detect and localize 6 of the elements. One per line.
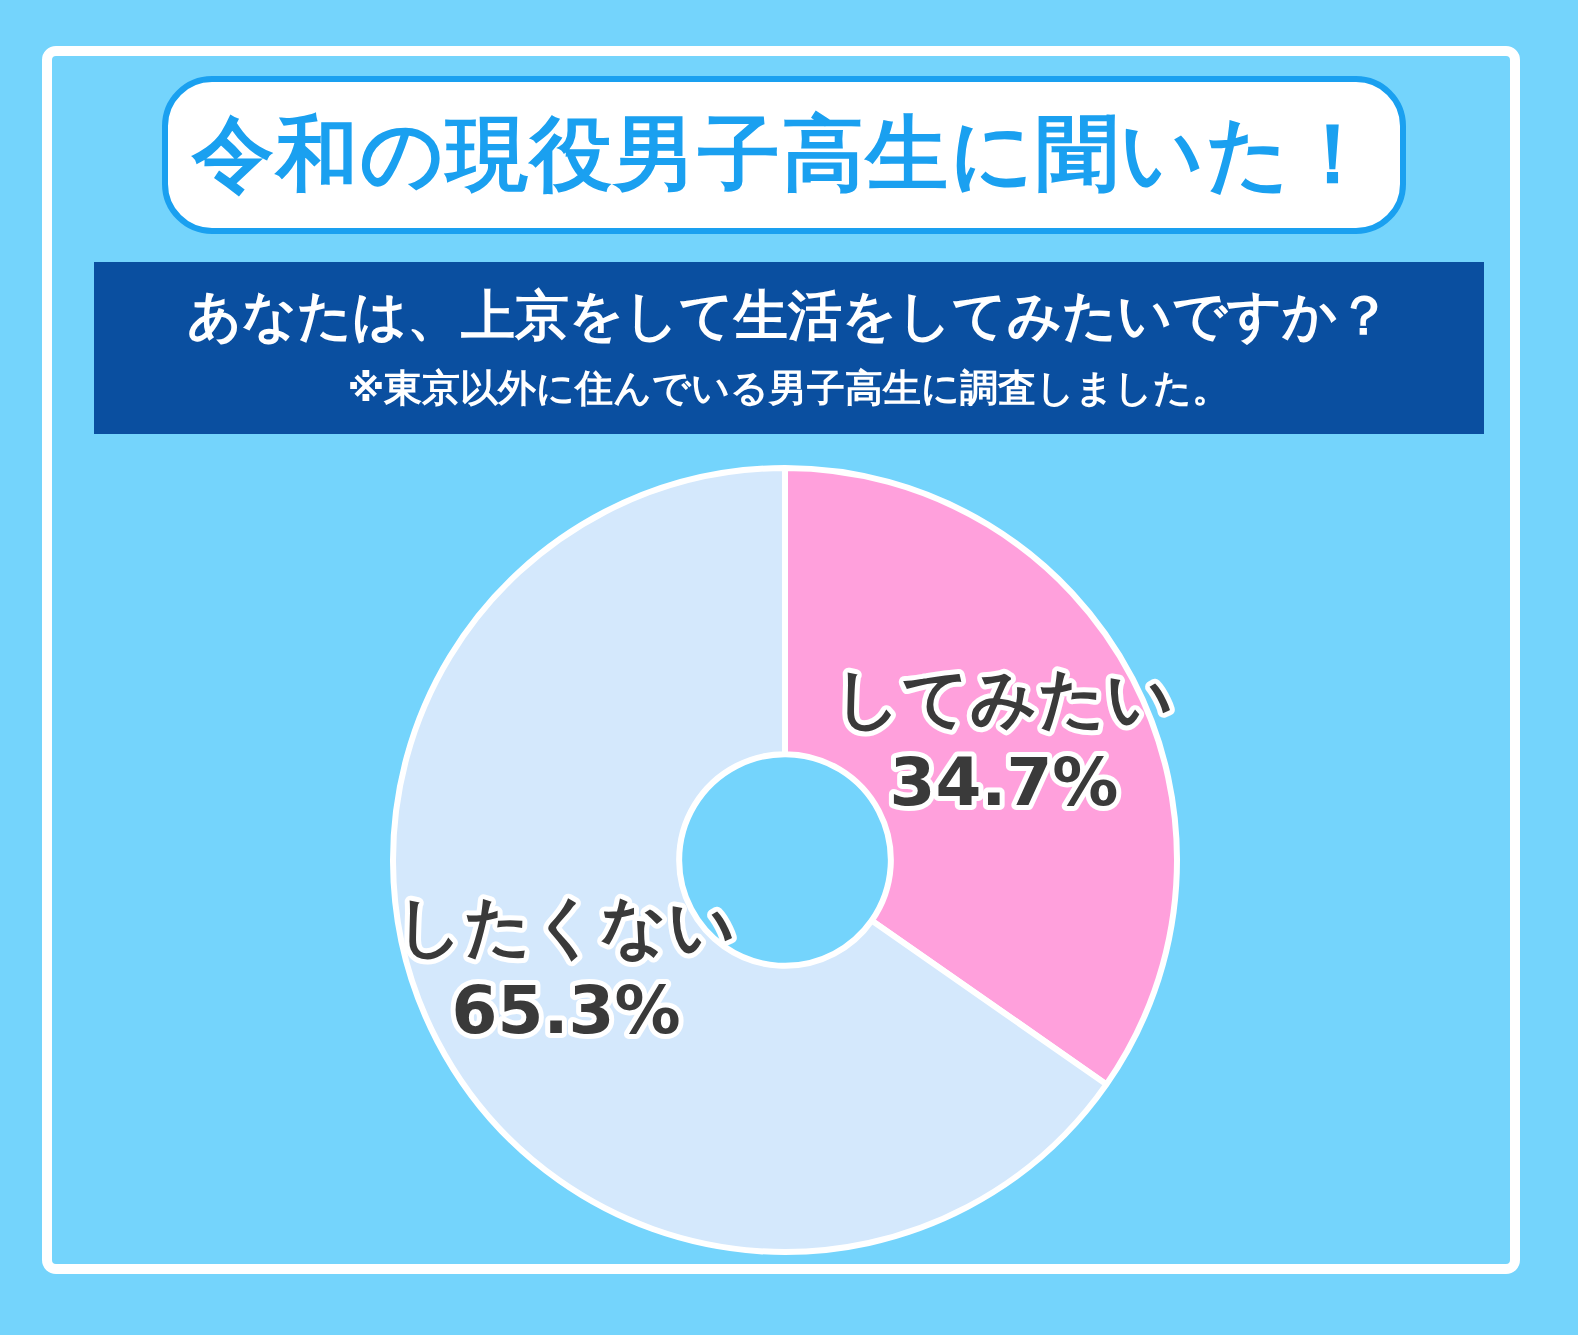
data-label: 65.3% bbox=[451, 972, 681, 1050]
chart-title: 令和の現役男子高生に聞いた！ bbox=[162, 76, 1406, 234]
slice-label: したくない bbox=[396, 888, 737, 966]
data-label: 34.7% bbox=[889, 743, 1119, 821]
text: ※東京以外に住んでいる男子高生に調査しました。 bbox=[346, 365, 1232, 412]
chart-subtitle: あなたは、上京をして生活をしてみたいですか？ bbox=[186, 283, 1392, 349]
